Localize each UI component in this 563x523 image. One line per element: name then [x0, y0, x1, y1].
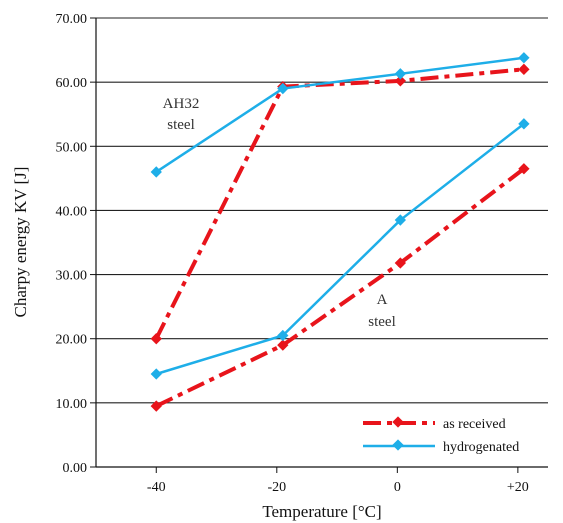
point-hydrogenated-ah32-steel-0: [150, 166, 162, 178]
gridlines: [96, 17, 548, 404]
x-tick-label-1: -20: [267, 480, 286, 495]
annotation-ah32-line1: AH32: [163, 96, 200, 112]
data-series: [150, 52, 530, 412]
point-hydrogenated-ah32-steel-3: [518, 52, 530, 64]
y-tick-label-6: 60.00: [56, 76, 88, 91]
legend-as-received-marker: [392, 416, 404, 428]
point-hydrogenated-a-steel-1: [277, 329, 289, 342]
point-hydrogenated-ah32-steel-2: [394, 68, 407, 80]
y-tick-label-7: 70.00: [56, 12, 88, 27]
y-axis-title: Charpy energy KV [J]: [11, 167, 30, 318]
legend-hydrogenated-label: hydrogenated: [443, 440, 519, 455]
point-as-received-a-steel-0: [150, 400, 162, 412]
annotation-ah32-steel: AH32 steel: [163, 96, 200, 133]
annotation-a-steel: A steel: [368, 292, 396, 330]
y-tick-label-5: 50.00: [56, 140, 88, 155]
series-line-hydrogenated-ah32-steel: [155, 56, 525, 173]
legend-hydrogenated-marker: [392, 439, 404, 451]
annotation-ah32-line2: steel: [167, 117, 195, 133]
y-axis-ticks: 0.00 10.00 20.00 30.00 40.00 50.00 60.00 70.00: [56, 12, 96, 476]
x-tick-label-2: 0: [394, 480, 401, 495]
y-tick-label-2: 20.00: [56, 333, 88, 348]
x-axis-ticks: -40 -20 0 +20: [147, 467, 529, 495]
series-line-as-received-ah32-steel: [154, 67, 525, 340]
series-line-as-received-a-steel: [155, 167, 526, 408]
point-as-received-ah32-steel-0: [150, 333, 162, 345]
x-axis-title: Temperature [°C]: [262, 502, 381, 521]
point-as-received-a-steel-1: [277, 339, 289, 351]
series-line-hydrogenated-a-steel: [155, 122, 525, 376]
annotation-a-line2: steel: [368, 314, 396, 330]
legend: as received hydrogenated: [352, 406, 546, 460]
series-hydrogenated-a-steel: [150, 118, 530, 380]
point-hydrogenated-a-steel-2: [394, 214, 407, 226]
legend-as-received-label: as received: [443, 417, 506, 432]
y-tick-label-0: 0.00: [63, 461, 88, 476]
annotation-a-line1: A: [377, 292, 388, 308]
x-tick-label-3: +20: [507, 480, 529, 495]
series-hydrogenated-ah32-steel: [150, 52, 530, 178]
y-tick-label-4: 40.00: [56, 204, 88, 219]
point-as-received-ah32-steel-3: [518, 63, 530, 75]
point-as-received-a-steel-2: [394, 257, 407, 269]
series-as-received-a-steel: [150, 163, 530, 412]
point-hydrogenated-a-steel-0: [150, 368, 162, 380]
y-tick-label-1: 10.00: [56, 397, 88, 412]
point-as-received-a-steel-3: [518, 163, 530, 175]
series-as-received-ah32-steel: [150, 63, 530, 345]
x-tick-label-0: -40: [147, 480, 166, 495]
y-tick-label-3: 30.00: [56, 269, 88, 284]
axes: [95, 18, 548, 468]
